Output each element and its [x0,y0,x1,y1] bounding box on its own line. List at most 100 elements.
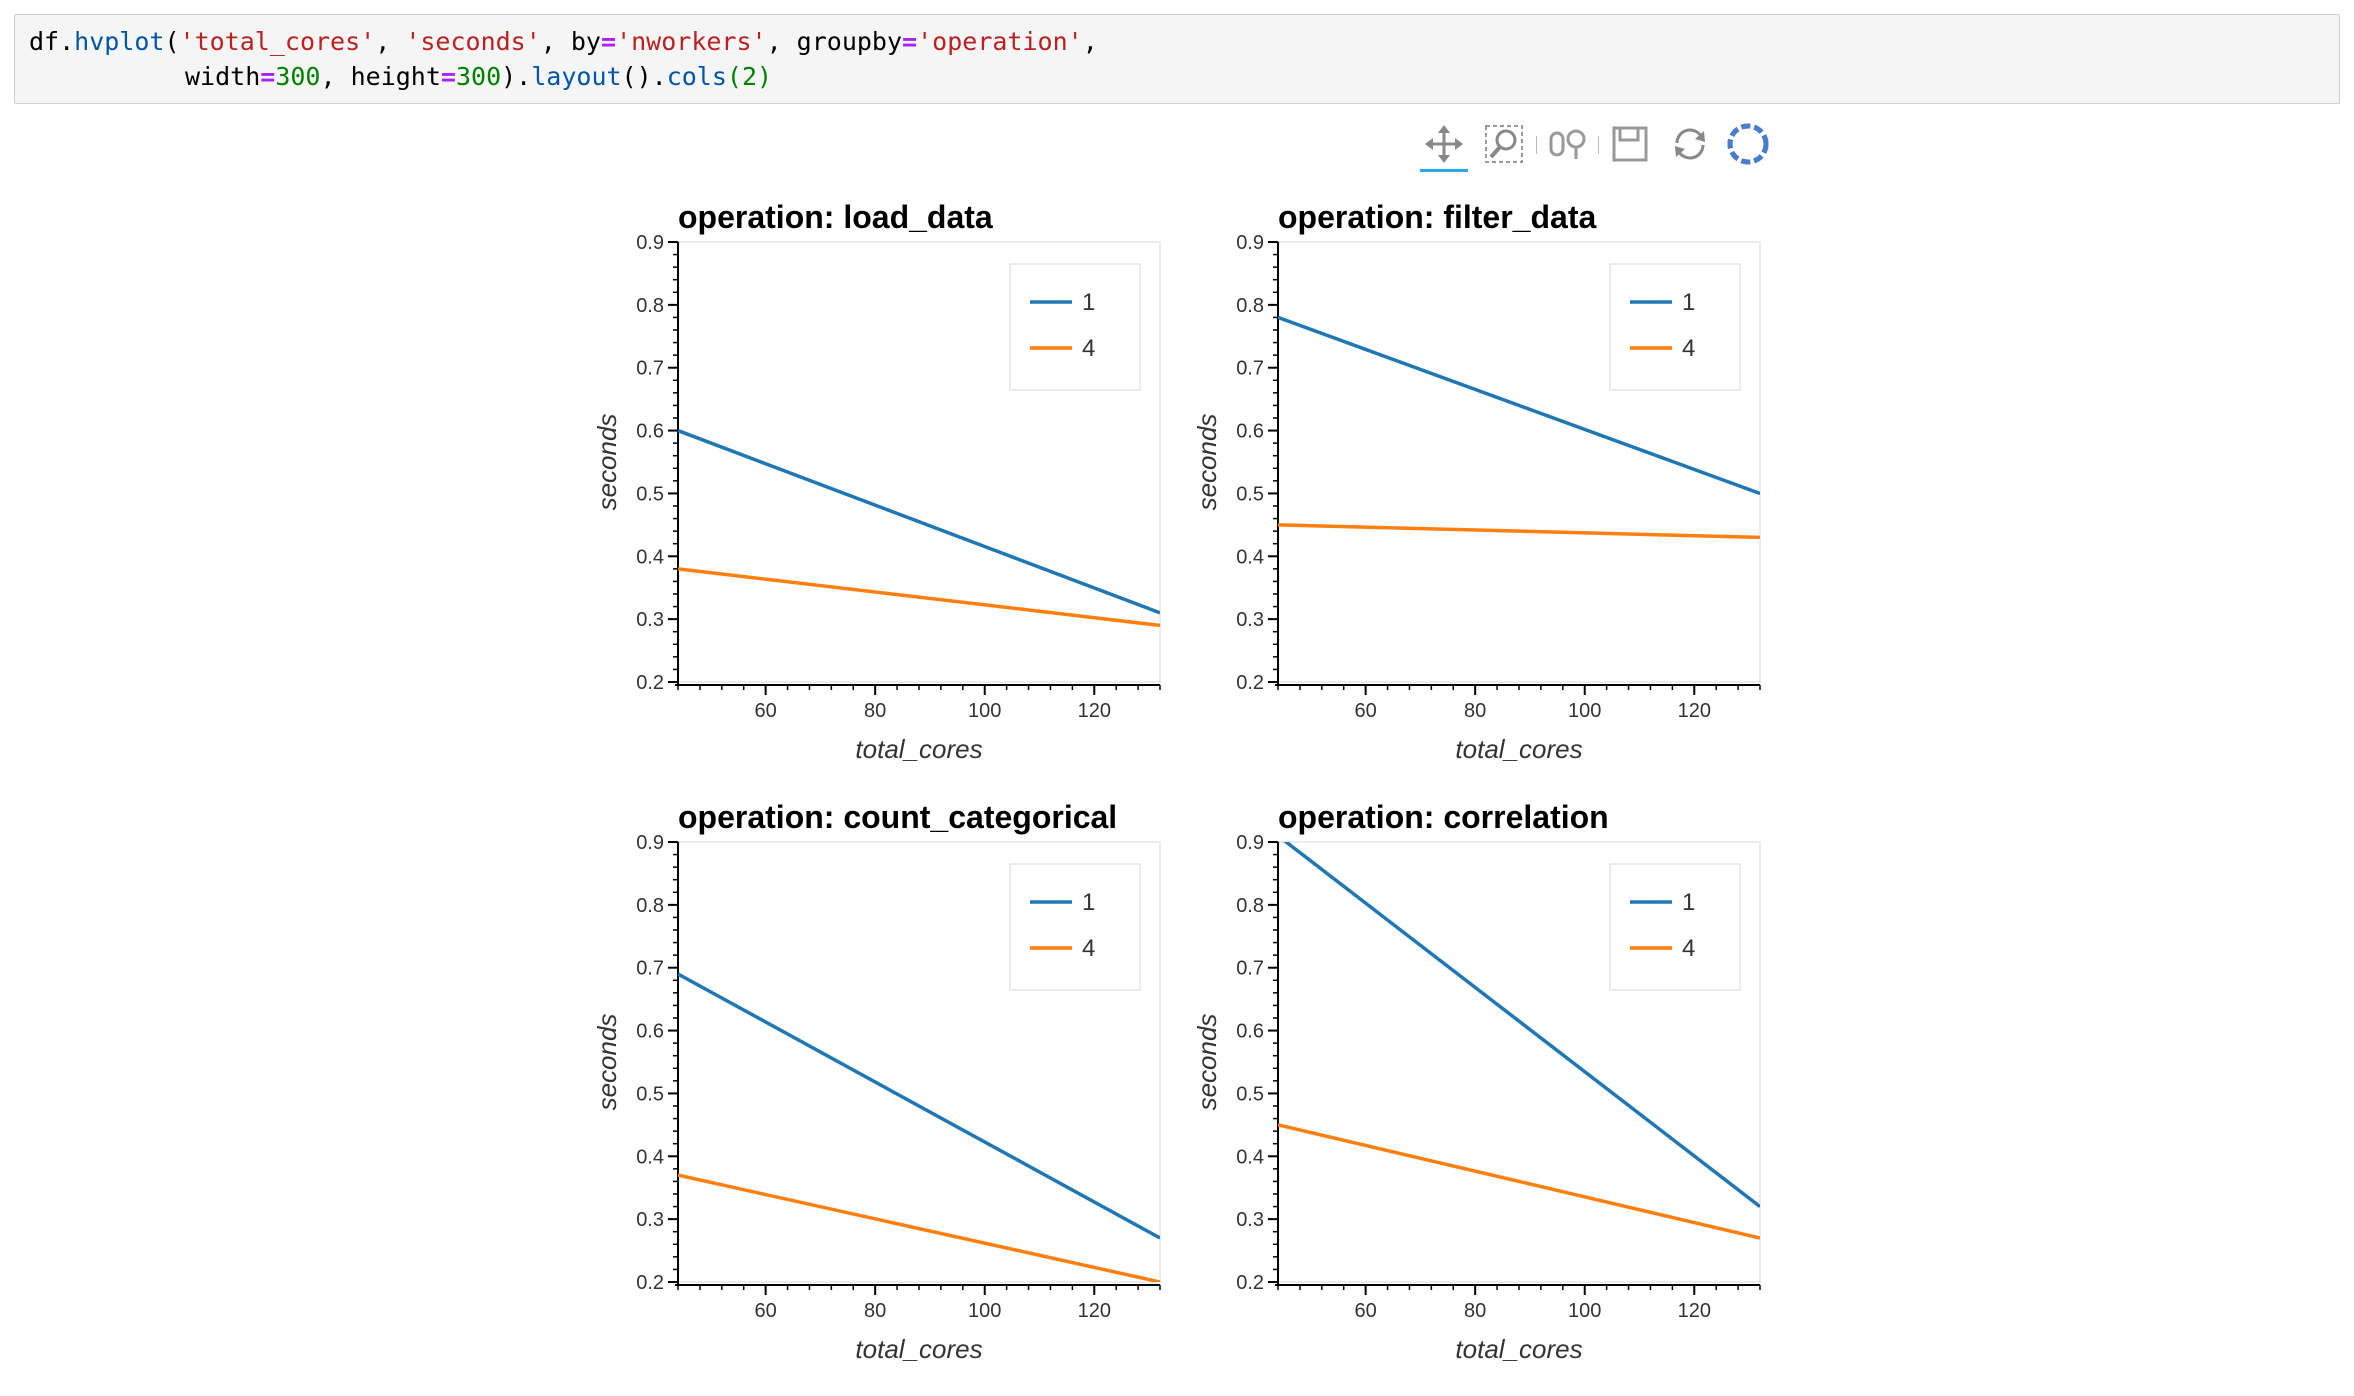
chart-title: operation: filter_data [1278,199,1596,235]
chart-title: operation: count_categorical [678,799,1117,835]
legend-box [1009,863,1141,991]
series-line-1[interactable] [1278,315,1760,496]
y-tick-label: 0.5 [1236,1083,1264,1105]
y-tick-label: 0.7 [1236,958,1264,980]
chart-svg[interactable]: operation: count_categorical 0.2 0.3 0.4 0.5… [592,796,1200,1396]
code-token: hvplot [74,27,165,56]
y-tick-label: 0.4 [636,1146,664,1168]
code-token: 300 [275,62,321,91]
legend-label: 4 [1082,935,1095,962]
y-tick-label: 0.3 [636,1209,664,1231]
y-tick-label: 0.9 [636,832,664,854]
y-tick-label: 0.4 [1236,1146,1264,1168]
code-token: = [260,62,276,91]
y-axis-label: seconds [592,414,622,511]
chart-panel[interactable]: operation: count_categorical 0.2 0.3 0.4 0.5… [592,796,1200,1396]
x-tick-label: 80 [1464,700,1486,722]
box-zoom-tool[interactable] [1480,116,1528,172]
series-line-4[interactable] [1278,523,1760,540]
y-tick-label: 0.4 [636,546,664,568]
y-tick-label: 0.8 [1236,295,1264,317]
code-token: cols [666,62,727,91]
y-tick-label: 0.9 [1236,832,1264,854]
y-tick-label: 0.9 [636,232,664,254]
y-axis-label: seconds [592,1014,622,1111]
chart-svg[interactable]: operation: filter_data 0.2 0.3 0.4 0.5 0.6 0.7… [1192,196,1800,796]
x-tick-label: 100 [1568,1300,1601,1322]
chart-title: operation: load_data [678,199,993,235]
legend-label: 4 [1682,335,1695,362]
x-tick-label: 120 [1678,700,1711,722]
y-axis-label: seconds [1192,414,1222,511]
series-line-1[interactable] [678,428,1160,615]
code-cell[interactable]: df.hvplot('total_cores', 'seconds', by='… [14,14,2340,104]
code-token: (). [621,62,667,91]
reset-tool[interactable] [1666,116,1714,172]
y-tick-label: 0.5 [636,483,664,505]
legend-box [1009,263,1141,391]
save-tool[interactable] [1606,116,1654,172]
pan-tool[interactable] [1420,116,1468,172]
code-token: layout [531,62,622,91]
chart-svg[interactable]: operation: correlation 0.2 0.3 0.4 0.5 0.6 0.7… [1192,796,1800,1396]
chart-panel[interactable]: operation: filter_data 0.2 0.3 0.4 0.5 0.6 0.7… [1192,196,1800,796]
code-line-2: width=300, height=300).layout().cols(2) [29,59,2325,94]
x-tick-label: 60 [1355,700,1377,722]
y-tick-label: 0.5 [636,1083,664,1105]
y-tick-label: 0.6 [636,421,664,443]
legend-label: 1 [1682,889,1695,916]
y-tick-label: 0.9 [1236,232,1264,254]
y-tick-label: 0.7 [636,358,664,380]
legend[interactable]: 14 [1609,863,1741,991]
y-tick-label: 0.5 [1236,483,1264,505]
box-zoom-icon [1485,125,1523,163]
x-tick-label: 120 [1078,1300,1111,1322]
legend-box [1609,863,1741,991]
series-line-4[interactable] [678,567,1160,628]
chart-title: operation: correlation [1278,799,1609,835]
x-tick-label: 100 [1568,700,1601,722]
series-line-4[interactable] [678,1173,1160,1282]
code-token: 'nworkers' [616,27,767,56]
code-token: 300 [455,62,502,91]
y-tick-label: 0.2 [1236,1272,1264,1294]
legend-label: 1 [1082,889,1095,916]
code-token: 'operation' [917,27,1083,56]
legend[interactable]: 14 [1009,863,1141,991]
chart-panel[interactable]: operation: load_data 0.2 0.3 0.4 0.5 0.6 0.7 0.… [592,196,1200,796]
x-tick-label: 100 [968,1300,1001,1322]
series-line-1[interactable] [1278,836,1760,1208]
x-tick-label: 120 [1678,1300,1711,1322]
series-group [1278,315,1760,540]
save-icon [1612,126,1648,162]
x-tick-label: 120 [1078,700,1111,722]
y-tick-label: 0.6 [1236,1021,1264,1043]
y-tick-label: 0.3 [1236,1209,1264,1231]
code-token: ( [164,27,180,56]
x-tick-label: 60 [755,700,777,722]
code-token: 'total_cores' [179,27,376,56]
reset-icon [1675,128,1705,160]
legend[interactable]: 14 [1609,263,1741,391]
code-token: , groupby [766,27,903,56]
code-token: df. [29,27,75,56]
x-tick-label: 60 [1355,1300,1377,1322]
x-tick-label: 80 [864,1300,886,1322]
legend[interactable]: 14 [1009,263,1141,391]
legend-box [1609,263,1741,391]
y-tick-label: 0.7 [636,958,664,980]
wheel-zoom-tool[interactable] [1544,116,1592,172]
series-group [1278,836,1760,1240]
chart-svg[interactable]: operation: load_data 0.2 0.3 0.4 0.5 0.6 0.7 0.… [592,196,1200,796]
code-token: = [440,62,456,91]
bokeh-logo[interactable] [1724,116,1772,172]
x-tick-label: 60 [755,1300,777,1322]
chart-panel[interactable]: operation: correlation 0.2 0.3 0.4 0.5 0.6 0.7… [1192,796,1800,1396]
plot-toolbar [1420,116,1770,174]
x-tick-label: 80 [864,700,886,722]
series-line-1[interactable] [678,972,1160,1240]
code-line-1: df.hvplot('total_cores', 'seconds', by='… [29,24,2325,59]
code-token: , [375,27,406,56]
series-line-4[interactable] [1278,1123,1760,1240]
